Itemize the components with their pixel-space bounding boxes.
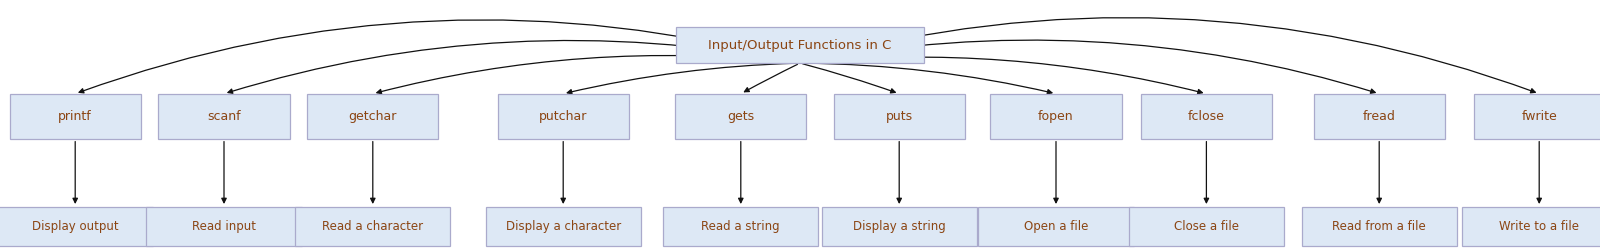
Text: putchar: putchar xyxy=(539,110,587,123)
Text: Display a character: Display a character xyxy=(506,220,621,233)
Text: fclose: fclose xyxy=(1187,110,1226,123)
Text: Display output: Display output xyxy=(32,220,118,233)
FancyBboxPatch shape xyxy=(1474,94,1600,139)
FancyBboxPatch shape xyxy=(1302,207,1456,246)
FancyBboxPatch shape xyxy=(834,94,965,139)
Text: gets: gets xyxy=(728,110,754,123)
FancyBboxPatch shape xyxy=(294,207,451,246)
FancyBboxPatch shape xyxy=(147,207,302,246)
Text: Input/Output Functions in C: Input/Output Functions in C xyxy=(709,38,891,52)
FancyBboxPatch shape xyxy=(498,94,629,139)
FancyBboxPatch shape xyxy=(675,94,806,139)
Text: fopen: fopen xyxy=(1038,110,1074,123)
FancyBboxPatch shape xyxy=(979,207,1134,246)
FancyBboxPatch shape xyxy=(307,94,438,139)
Text: puts: puts xyxy=(886,110,912,123)
FancyBboxPatch shape xyxy=(486,207,640,246)
FancyBboxPatch shape xyxy=(664,207,819,246)
FancyBboxPatch shape xyxy=(1130,207,1283,246)
Text: Close a file: Close a file xyxy=(1174,220,1238,233)
Text: Write to a file: Write to a file xyxy=(1499,220,1579,233)
FancyBboxPatch shape xyxy=(1314,94,1445,139)
Text: fread: fread xyxy=(1363,110,1395,123)
FancyBboxPatch shape xyxy=(158,94,290,139)
FancyBboxPatch shape xyxy=(1141,94,1272,139)
Text: Read a character: Read a character xyxy=(322,220,424,233)
Text: Read from a file: Read from a file xyxy=(1333,220,1426,233)
Text: Read a string: Read a string xyxy=(701,220,781,233)
Text: Open a file: Open a file xyxy=(1024,220,1088,233)
FancyBboxPatch shape xyxy=(822,207,976,246)
Text: scanf: scanf xyxy=(206,110,242,123)
FancyBboxPatch shape xyxy=(10,94,141,139)
Text: getchar: getchar xyxy=(349,110,397,123)
FancyBboxPatch shape xyxy=(675,27,925,63)
Text: Read input: Read input xyxy=(192,220,256,233)
FancyBboxPatch shape xyxy=(1462,207,1600,246)
FancyBboxPatch shape xyxy=(990,94,1122,139)
Text: printf: printf xyxy=(58,110,93,123)
FancyBboxPatch shape xyxy=(0,207,154,246)
Text: Display a string: Display a string xyxy=(853,220,946,233)
Text: fwrite: fwrite xyxy=(1522,110,1557,123)
